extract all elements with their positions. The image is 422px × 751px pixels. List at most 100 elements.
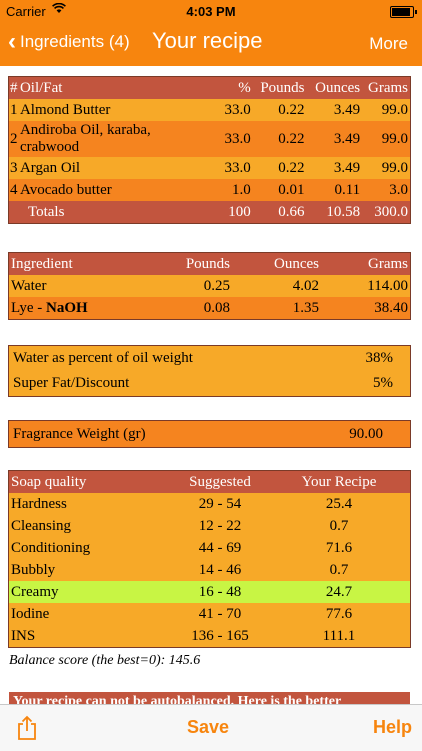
quality-row: Iodine 41 - 70 77.6 bbox=[8, 603, 411, 625]
quality-suggested: 44 - 69 bbox=[163, 537, 277, 559]
lye-pounds: 0.08 bbox=[168, 297, 232, 320]
fragrance-row[interactable]: Fragrance Weight (gr) 90.00 bbox=[8, 420, 411, 448]
oil-row[interactable]: 3 Argan Oil 33.0 0.22 3.49 99.0 bbox=[8, 157, 411, 179]
quality-value: 25.4 bbox=[277, 493, 401, 515]
quality-name: Conditioning bbox=[8, 537, 163, 559]
oils-header-row: # Oil/Fat % Pounds Ounces Grams bbox=[8, 76, 411, 99]
header-soap-quality: Soap quality bbox=[8, 470, 163, 493]
oil-ounces: 0.11 bbox=[306, 179, 363, 201]
totals-percent: 100 bbox=[213, 201, 253, 224]
recipe-content[interactable]: # Oil/Fat % Pounds Ounces Grams 1 Almond… bbox=[0, 66, 422, 704]
header-num: # bbox=[8, 76, 18, 99]
navigation-bar: ‹ Ingredients (4) Your recipe More bbox=[0, 22, 422, 66]
quality-spacer bbox=[401, 581, 411, 603]
fragrance-label: Fragrance Weight (gr) bbox=[8, 420, 285, 448]
quality-value: 24.7 bbox=[277, 581, 401, 603]
quality-name: Bubbly bbox=[8, 559, 163, 581]
oil-grams: 99.0 bbox=[362, 99, 411, 121]
water-row: Water 0.25 4.02 114.00 bbox=[8, 275, 411, 297]
oil-percent: 33.0 bbox=[213, 121, 253, 157]
quality-name: INS bbox=[8, 625, 163, 648]
header-your-recipe: Your Recipe bbox=[277, 470, 401, 493]
totals-spacer bbox=[8, 201, 18, 224]
oil-ounces: 3.49 bbox=[306, 121, 363, 157]
lye-header-row: Ingredient Pounds Ounces Grams bbox=[8, 252, 411, 275]
header-ingredient: Ingredient bbox=[8, 252, 168, 275]
oil-percent: 33.0 bbox=[213, 99, 253, 121]
water-percent-value: 38% bbox=[329, 345, 411, 371]
bottom-toolbar: Save Help bbox=[0, 704, 422, 751]
oil-num: 2 bbox=[8, 121, 18, 157]
header-pounds: Pounds bbox=[252, 76, 307, 99]
chevron-left-icon: ‹ bbox=[8, 28, 16, 55]
quality-suggested: 12 - 22 bbox=[163, 515, 277, 537]
water-percent-label: Water as percent of oil weight bbox=[8, 345, 330, 371]
autobalance-warning: Your recipe can not be autobalanced. Her… bbox=[9, 692, 410, 704]
totals-ounces: 10.58 bbox=[306, 201, 363, 224]
quality-row: Hardness 29 - 54 25.4 bbox=[8, 493, 411, 515]
totals-label: Totals bbox=[17, 201, 214, 224]
lye-type[interactable]: NaOH bbox=[46, 299, 88, 316]
save-button[interactable]: Save bbox=[187, 717, 230, 737]
quality-value: 0.7 bbox=[277, 515, 401, 537]
quality-name: Cleansing bbox=[8, 515, 163, 537]
quality-spacer bbox=[401, 559, 411, 581]
quality-row: Bubbly 14 - 46 0.7 bbox=[8, 559, 411, 581]
lye-name: Lye - NaOH bbox=[8, 297, 168, 320]
quality-row-highlighted: Creamy 16 - 48 24.7 bbox=[8, 581, 411, 603]
quality-spacer bbox=[401, 625, 411, 648]
oil-grams: 99.0 bbox=[362, 157, 411, 179]
superfat-label: Super Fat/Discount bbox=[8, 371, 330, 397]
quality-suggested: 29 - 54 bbox=[163, 493, 277, 515]
quality-value: 71.6 bbox=[277, 537, 401, 559]
oil-percent: 33.0 bbox=[213, 157, 253, 179]
oil-row[interactable]: 2 Andiroba Oil, karaba, crabwood 33.0 0.… bbox=[8, 121, 411, 157]
header-oil: Oil/Fat bbox=[17, 76, 214, 99]
battery-icon bbox=[390, 6, 417, 18]
oil-name: Argan Oil bbox=[17, 157, 214, 179]
quality-spacer bbox=[401, 537, 411, 559]
lye-grams: 38.40 bbox=[321, 297, 411, 320]
help-button[interactable]: Help bbox=[372, 717, 412, 737]
lye-row[interactable]: Lye - NaOH 0.08 1.35 38.40 bbox=[8, 297, 411, 320]
superfat-row[interactable]: Super Fat/Discount 5% bbox=[8, 371, 411, 397]
header-grams: Grams bbox=[321, 252, 411, 275]
clock: 4:03 PM bbox=[186, 4, 236, 19]
quality-row: Conditioning 44 - 69 71.6 bbox=[8, 537, 411, 559]
quality-row: Cleansing 12 - 22 0.7 bbox=[8, 515, 411, 537]
back-button[interactable]: ‹ Ingredients (4) bbox=[8, 30, 130, 54]
back-label: Ingredients (4) bbox=[20, 32, 130, 51]
oil-num: 4 bbox=[8, 179, 18, 201]
oil-percent: 1.0 bbox=[213, 179, 253, 201]
oil-grams: 3.0 bbox=[362, 179, 411, 201]
status-bar: Carrier 4:03 PM bbox=[0, 0, 422, 22]
water-percent-row[interactable]: Water as percent of oil weight 38% bbox=[8, 345, 411, 371]
quality-spacer bbox=[401, 493, 411, 515]
quality-spacer bbox=[401, 603, 411, 625]
quality-suggested: 16 - 48 bbox=[163, 581, 277, 603]
quality-suggested: 14 - 46 bbox=[163, 559, 277, 581]
oil-row[interactable]: 4 Avocado butter 1.0 0.01 0.11 3.0 bbox=[8, 179, 411, 201]
water-ounces: 4.02 bbox=[232, 275, 321, 297]
share-icon[interactable] bbox=[16, 715, 38, 746]
oil-pounds: 0.22 bbox=[252, 157, 307, 179]
oil-row[interactable]: 1 Almond Butter 33.0 0.22 3.49 99.0 bbox=[8, 99, 411, 121]
oil-name: Andiroba Oil, karaba, crabwood bbox=[17, 121, 214, 157]
header-percent: % bbox=[213, 76, 253, 99]
fragrance-value: 90.00 bbox=[284, 420, 411, 448]
header-pounds: Pounds bbox=[168, 252, 232, 275]
superfat-value: 5% bbox=[329, 371, 411, 397]
quality-spacer bbox=[401, 515, 411, 537]
wifi-icon bbox=[52, 2, 66, 17]
header-spacer bbox=[401, 470, 411, 493]
more-button[interactable]: More bbox=[369, 34, 408, 53]
carrier-label: Carrier bbox=[6, 4, 46, 19]
totals-pounds: 0.66 bbox=[252, 201, 307, 224]
quality-suggested: 41 - 70 bbox=[163, 603, 277, 625]
oil-ounces: 3.49 bbox=[306, 157, 363, 179]
water-grams: 114.00 bbox=[321, 275, 411, 297]
oil-ounces: 3.49 bbox=[306, 99, 363, 121]
oil-name: Almond Butter bbox=[17, 99, 214, 121]
lye-ounces: 1.35 bbox=[232, 297, 321, 320]
header-ounces: Ounces bbox=[232, 252, 321, 275]
